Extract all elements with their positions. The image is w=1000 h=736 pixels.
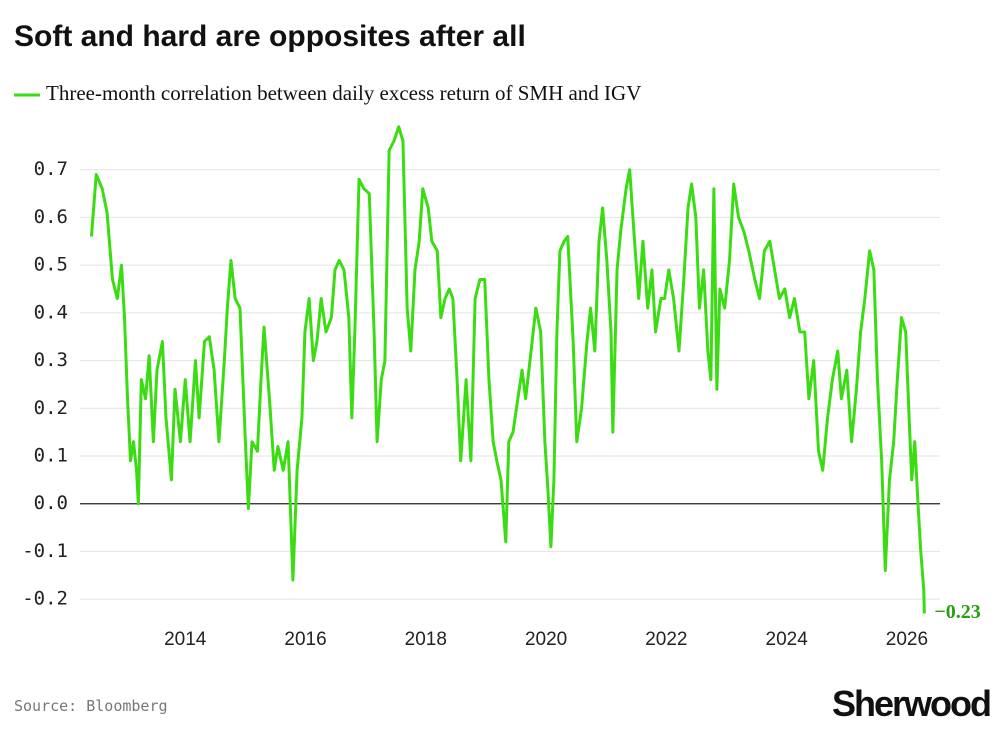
x-tick-label: 2026: [886, 629, 928, 650]
y-tick-label: 0.3: [34, 349, 68, 371]
y-tick-label: -0.1: [22, 540, 68, 562]
brand: Sherwood: [832, 683, 990, 724]
y-tick-label: 0.1: [34, 445, 68, 467]
y-tick-label: 0.4: [34, 301, 68, 323]
source: Source: Bloomberg: [14, 697, 168, 715]
y-tick-label: 0.2: [34, 397, 68, 419]
x-tick-label: 2020: [525, 629, 567, 650]
x-tick-label: 2016: [284, 629, 326, 650]
series-line: [89, 125, 926, 614]
end-label: −0.23: [934, 601, 980, 623]
y-tick-label: 0.5: [34, 254, 68, 276]
x-tick-label: 2024: [766, 629, 809, 650]
y-tick-label: -0.2: [22, 588, 68, 610]
chart-title: Soft and hard are opposites after all: [14, 20, 526, 53]
y-tick-label: 0.7: [34, 158, 68, 180]
x-tick-label: 2018: [405, 629, 447, 650]
y-tick-label: 0.0: [34, 492, 68, 514]
x-tick-label: 2022: [645, 629, 687, 650]
x-tick-label: 2014: [164, 629, 207, 650]
y-tick-label: 0.6: [34, 206, 68, 228]
legend-label: Three-month correlation between daily ex…: [46, 81, 641, 105]
